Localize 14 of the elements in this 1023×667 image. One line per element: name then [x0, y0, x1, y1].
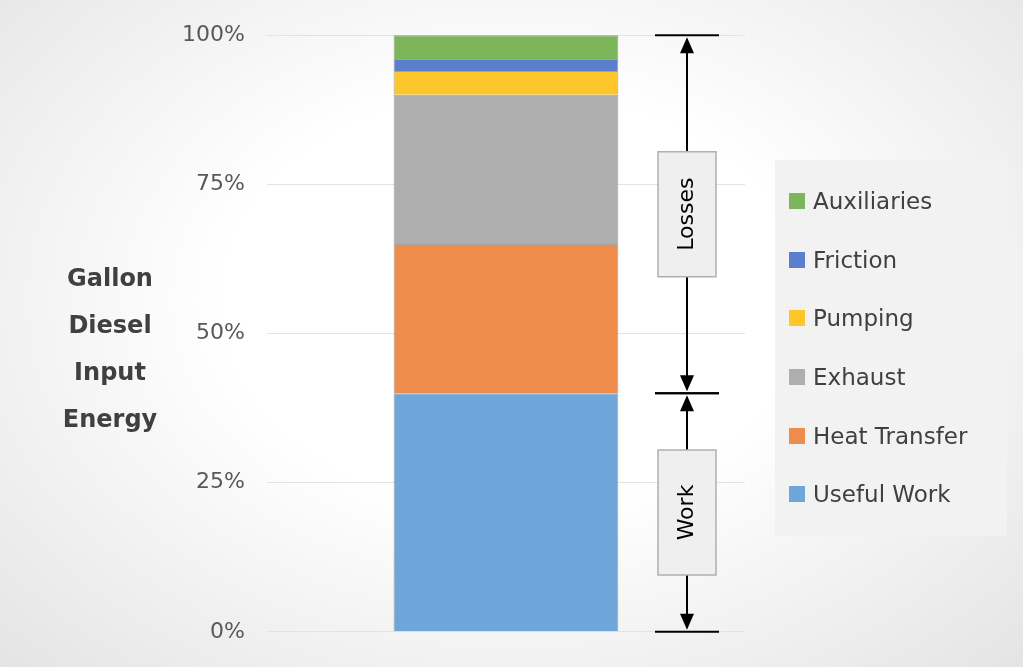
legend-label: Heat Transfer: [813, 422, 968, 449]
legend-label: Pumping: [813, 305, 914, 332]
y-tick-label: 25%: [195, 468, 245, 494]
legend-label: Useful Work: [813, 481, 951, 508]
y-axis-title: Gallon Diesel Input Energy: [61, 263, 159, 435]
y-tick-label: 50%: [195, 319, 245, 345]
y-tick-label: 100%: [181, 20, 245, 46]
legend-label: Friction: [813, 246, 898, 273]
y-tick-label: 0%: [209, 617, 245, 643]
text: Losses: [672, 177, 698, 251]
legend-label: Auxiliaries: [813, 188, 933, 215]
y-tick-label: 75%: [195, 170, 245, 196]
text: Work: [672, 484, 698, 541]
legend-label: Exhaust: [813, 364, 906, 391]
